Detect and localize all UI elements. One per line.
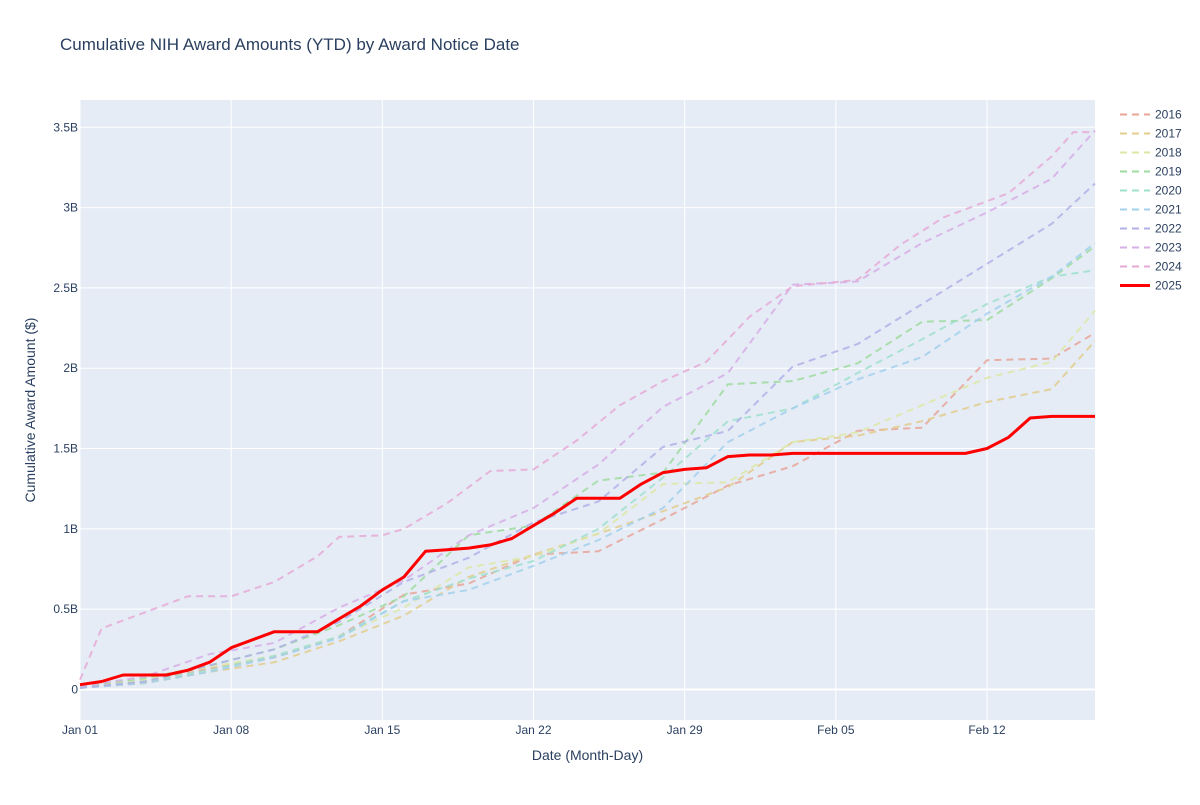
x-tick-label: Jan 29 bbox=[667, 723, 703, 737]
x-tick-label: Jan 22 bbox=[515, 723, 551, 737]
y-tick-label: 2B bbox=[63, 361, 78, 375]
y-tick-label: 3B bbox=[63, 201, 78, 215]
plot-area bbox=[80, 100, 1095, 720]
legend-label-2018: 2018 bbox=[1155, 146, 1182, 160]
legend-label-2024: 2024 bbox=[1155, 260, 1182, 274]
series-line-2016 bbox=[79, 332, 1096, 688]
series-line-2020 bbox=[79, 269, 1096, 689]
y-tick-label: 1B bbox=[63, 522, 78, 536]
legend-label-2020: 2020 bbox=[1155, 184, 1182, 198]
x-tick-label: Feb 05 bbox=[817, 723, 855, 737]
legend: 2016 2017 2018 2019 2020 2021 2022 2023 2024 2025 bbox=[1120, 108, 1182, 293]
series-line-2019 bbox=[79, 245, 1096, 688]
y-tick-label: 1.5B bbox=[53, 442, 78, 456]
series-line-2024 bbox=[79, 131, 1095, 681]
axis-ticks: Jan 01 Jan 08 Jan 15 Jan 22 Jan 29 Feb 05 Feb … bbox=[53, 120, 1006, 737]
legend-label-2019: 2019 bbox=[1155, 165, 1182, 179]
x-axis-title: Date (Month-Day) bbox=[532, 747, 643, 763]
y-tick-label: 3.5B bbox=[53, 120, 78, 134]
y-axis-title: Cumulative Award Amount ($) bbox=[22, 318, 38, 503]
y-tick-label: 0.5B bbox=[53, 602, 78, 616]
series-lines bbox=[79, 129, 1096, 689]
legend-label-2025: 2025 bbox=[1155, 279, 1182, 293]
series-line-2025 bbox=[79, 414, 1095, 687]
x-tick-label: Jan 01 bbox=[62, 723, 98, 737]
legend-label-2017: 2017 bbox=[1155, 127, 1182, 141]
legend-label-2023: 2023 bbox=[1155, 241, 1182, 255]
y-tick-label: 0 bbox=[71, 682, 78, 696]
x-tick-label: Feb 12 bbox=[968, 723, 1006, 737]
series-line-2021 bbox=[79, 242, 1096, 689]
legend-label-2021: 2021 bbox=[1155, 203, 1182, 217]
chart-title: Cumulative NIH Award Amounts (YTD) by Aw… bbox=[60, 35, 520, 54]
y-tick-label: 2.5B bbox=[53, 281, 78, 295]
grid-lines bbox=[79, 100, 1095, 720]
legend-label-2016: 2016 bbox=[1155, 108, 1182, 122]
series-line-2022 bbox=[79, 182, 1096, 689]
series-line-2018 bbox=[79, 309, 1096, 688]
legend-label-2022: 2022 bbox=[1155, 222, 1182, 236]
x-tick-label: Jan 15 bbox=[364, 723, 400, 737]
x-tick-label: Jan 08 bbox=[213, 723, 249, 737]
